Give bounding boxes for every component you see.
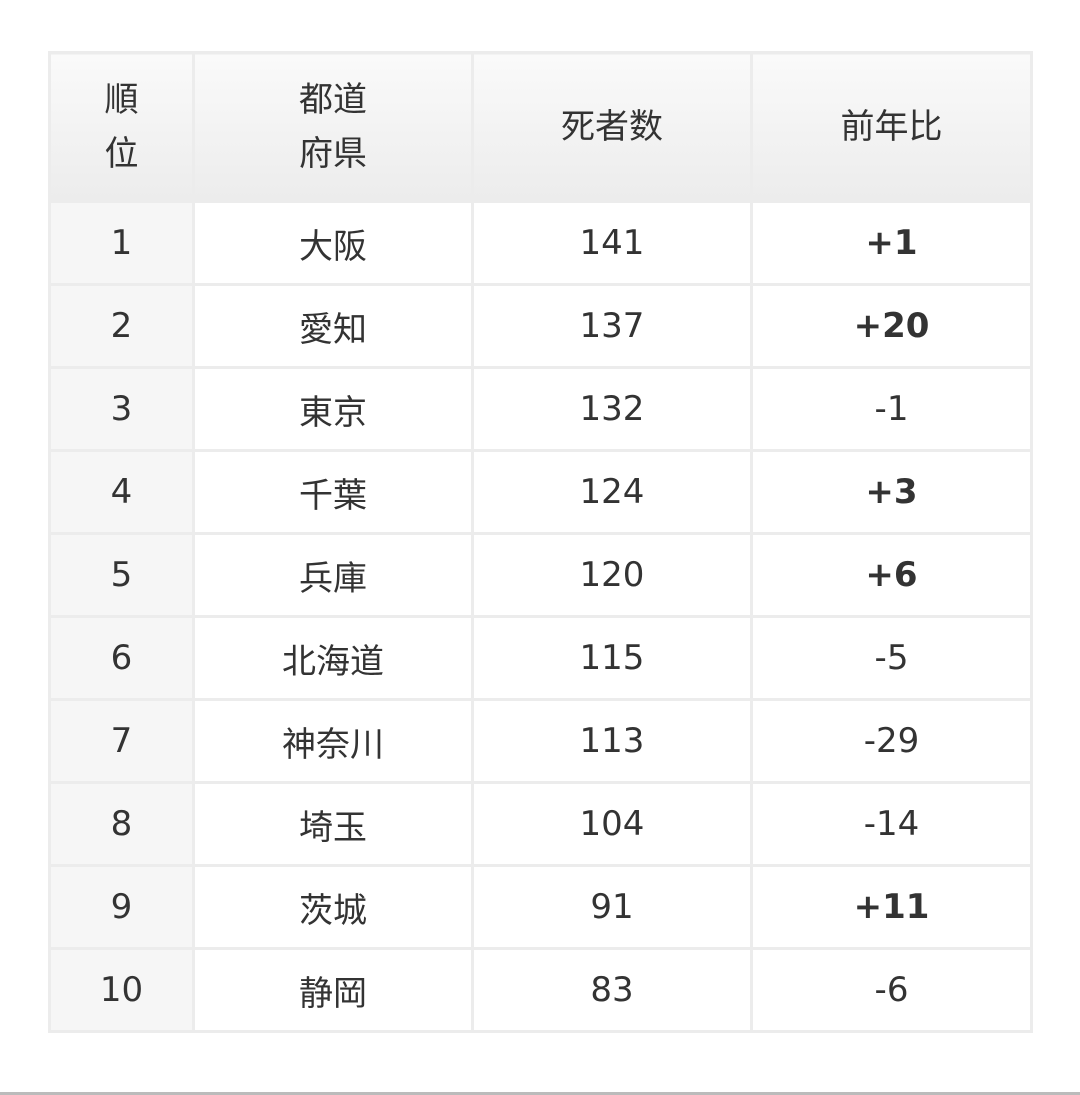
rank-cell: 8 (48, 781, 195, 867)
prefecture-cell: 兵庫 (192, 532, 474, 618)
deaths-cell: 132 (471, 366, 753, 452)
change-cell: +6 (750, 532, 1033, 618)
deaths-cell: 104 (471, 781, 753, 867)
prefecture-cell: 東京 (192, 366, 474, 452)
change-cell: -6 (750, 947, 1033, 1033)
table-row: 2 愛知 137 +20 (48, 283, 1033, 369)
prefecture-cell: 愛知 (192, 283, 474, 369)
change-cell: +11 (750, 864, 1033, 950)
change-cell: -1 (750, 366, 1033, 452)
table-row: 9 茨城 91 +11 (48, 864, 1033, 950)
deaths-cell: 83 (471, 947, 753, 1033)
change-cell: +1 (750, 200, 1033, 286)
header-prefecture: 都道 府県 (192, 51, 474, 203)
rank-cell: 5 (48, 532, 195, 618)
table-row: 3 東京 132 -1 (48, 366, 1033, 452)
change-cell: -29 (750, 698, 1033, 784)
header-change: 前年比 (750, 51, 1033, 203)
change-cell: -5 (750, 615, 1033, 701)
ranking-table: 順位 都道 府県 死者数 前年比 1 大阪 141 +1 2 愛知 137 +20 3 東京 132-… (48, 51, 1033, 1033)
table-row: 8 埼玉 104 -14 (48, 781, 1033, 867)
table-row: 5 兵庫 120 +6 (48, 532, 1033, 618)
divider (0, 1092, 1080, 1095)
header-rank-line1: 順 (104, 79, 139, 120)
header-pref-line2: 府県 (299, 134, 367, 174)
table-row: 4 千葉 124 +3 (48, 449, 1033, 535)
header-rank-line2: 位 (104, 134, 139, 174)
header-pref-line1: 都道 (299, 79, 367, 120)
table-row: 10 静岡 83 -6 (48, 947, 1033, 1033)
prefecture-cell: 神奈川 (192, 698, 474, 784)
prefecture-cell: 静岡 (192, 947, 474, 1033)
prefecture-cell: 埼玉 (192, 781, 474, 867)
rank-cell: 4 (48, 449, 195, 535)
deaths-cell: 141 (471, 200, 753, 286)
prefecture-cell: 大阪 (192, 200, 474, 286)
change-cell: -14 (750, 781, 1033, 867)
change-cell: +3 (750, 449, 1033, 535)
rank-cell: 2 (48, 283, 195, 369)
deaths-cell: 115 (471, 615, 753, 701)
rank-cell: 6 (48, 615, 195, 701)
header-rank: 順位 (48, 51, 195, 203)
table-row: 1 大阪 141 +1 (48, 200, 1033, 286)
prefecture-cell: 北海道 (192, 615, 474, 701)
table-row: 6 北海道 115 -5 (48, 615, 1033, 701)
prefecture-cell: 茨城 (192, 864, 474, 950)
deaths-cell: 120 (471, 532, 753, 618)
rank-cell: 3 (48, 366, 195, 452)
prefecture-cell: 千葉 (192, 449, 474, 535)
table-row: 7 神奈川 113 -29 (48, 698, 1033, 784)
rank-cell: 7 (48, 698, 195, 784)
header-row: 順位 都道府県 死者数 前年比 (48, 51, 1033, 203)
deaths-cell: 124 (471, 449, 753, 535)
header-deaths: 死者数 (471, 51, 753, 203)
rank-cell: 1 (48, 200, 195, 286)
deaths-cell: 113 (471, 698, 753, 784)
rank-cell: 9 (48, 864, 195, 950)
deaths-cell: 91 (471, 864, 753, 950)
rank-cell: 10 (48, 947, 195, 1033)
deaths-cell: 137 (471, 283, 753, 369)
change-cell: +20 (750, 283, 1033, 369)
